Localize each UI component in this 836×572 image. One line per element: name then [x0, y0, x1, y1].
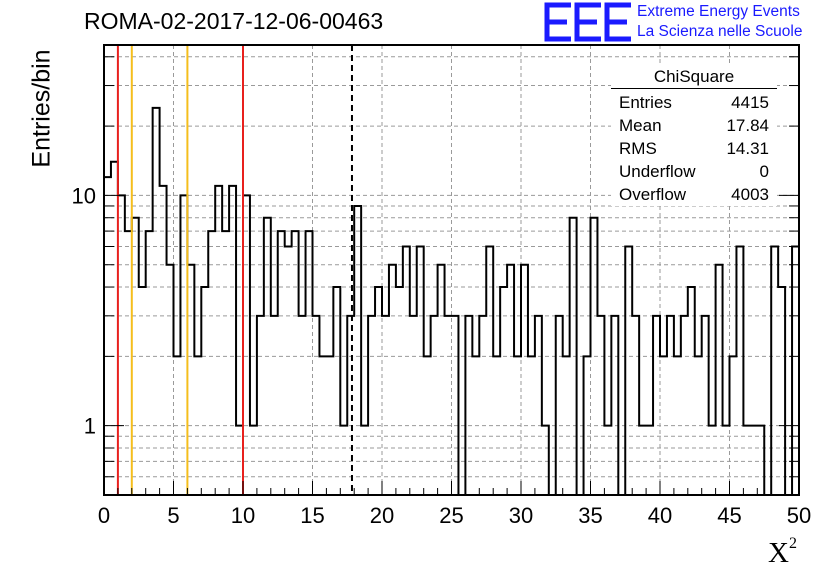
x-tick-label: 5 [167, 503, 179, 528]
stats-value: 17.84 [726, 116, 769, 135]
stats-row-rms: RMS 14.31 [611, 137, 777, 160]
x-axis-label: X2 [768, 535, 797, 569]
stats-row-overflow: Overflow 4003 [611, 183, 777, 206]
stats-label: Entries [619, 93, 672, 112]
histogram-bars [104, 106, 799, 496]
stats-box: ChiSquare Entries 4415 Mean 17.84 RMS 14… [611, 66, 777, 206]
marker-lines [116, 45, 353, 495]
stats-value: 14.31 [726, 139, 769, 158]
x-tick-label: 35 [578, 503, 602, 528]
stats-row-underflow: Underflow 0 [611, 160, 777, 183]
axis-ticks [103, 56, 800, 496]
x-tick-label: 40 [648, 503, 672, 528]
x-tick-label: 30 [509, 503, 533, 528]
logo-line-2: La Scienza nelle Scuole [637, 23, 803, 40]
x-tick-label: 20 [370, 503, 394, 528]
stats-value: 4415 [731, 93, 769, 112]
grid-lines [104, 45, 799, 495]
stats-row-entries: Entries 4415 [611, 91, 777, 114]
y-axis-label: Entries/bin [27, 49, 56, 168]
x-tick-label: 15 [300, 503, 324, 528]
stats-row-mean: Mean 17.84 [611, 114, 777, 137]
stats-label: Overflow [619, 185, 687, 204]
eee-logo-icon [544, 2, 631, 42]
logo-line-1: Extreme Energy Events [637, 3, 800, 20]
x-tick-label: 45 [717, 503, 741, 528]
x-tick-label: 10 [231, 503, 255, 528]
y-tick-label: 10 [72, 183, 96, 208]
x-tick-label: 50 [787, 503, 811, 528]
stats-label: Mean [619, 116, 662, 135]
x-tick-label: 0 [98, 503, 110, 528]
stats-value: 4003 [731, 185, 769, 204]
stats-label: Underflow [619, 162, 696, 181]
chart-title: ROMA-02-2017-12-06-00463 [84, 8, 384, 34]
stats-title: ChiSquare [611, 66, 777, 89]
x-tick-label: 25 [439, 503, 463, 528]
stats-value: 0 [759, 162, 769, 181]
histogram-line [104, 106, 799, 496]
stats-label: RMS [619, 139, 657, 158]
y-tick-label: 1 [84, 414, 96, 439]
tick-labels: 0 5 10 15 20 25 30 35 40 45 50 1 10 [72, 183, 812, 528]
